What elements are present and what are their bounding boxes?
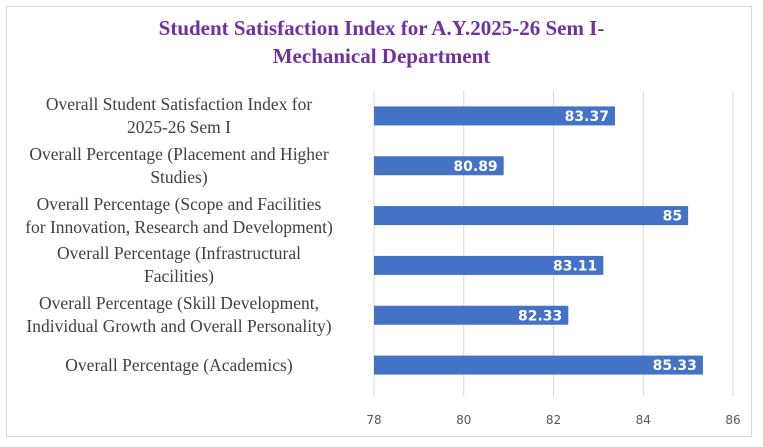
- category-label: Overall Percentage (Placement and Higher…: [0, 143, 359, 189]
- category-label-line: Overall Student Satisfaction Index for: [45, 93, 313, 114]
- data-label: 85.33: [653, 358, 697, 374]
- bar: [374, 355, 703, 375]
- data-label: 85: [663, 209, 682, 225]
- category-label-line: Overall Percentage (Placement and Higher: [29, 143, 329, 164]
- x-tick-label: 82: [546, 413, 561, 427]
- category-label-line: Individual Growth and Overall Personalit…: [26, 316, 332, 337]
- x-tick-label: 78: [366, 413, 381, 427]
- category-label-line: Overall Percentage (Infrastructural: [57, 243, 301, 264]
- data-label: 80.89: [453, 159, 497, 175]
- bar: [374, 106, 615, 126]
- x-tick-label: 86: [725, 413, 740, 427]
- data-label: 83.37: [565, 109, 609, 125]
- category-label-line: Studies): [150, 166, 208, 187]
- category-label-line: Overall Percentage (Academics): [65, 354, 293, 375]
- chart-title: Student Satisfaction Index for A.Y.2025-…: [0, 14, 763, 70]
- category-label-line: Overall Percentage (Scope and Facilities: [36, 193, 322, 214]
- chart-title-line-2: Mechanical Department: [272, 44, 491, 68]
- bar: [374, 305, 569, 325]
- data-label: 82.33: [518, 308, 562, 324]
- bar: [374, 156, 504, 176]
- chart-title-line-1: Student Satisfaction Index for A.Y.2025-…: [158, 16, 605, 40]
- category-label-line: Overall Percentage (Skill Development,: [39, 293, 319, 314]
- category-label: Overall Percentage (Skill Development, In…: [0, 292, 359, 338]
- category-label-line: Facilities): [144, 266, 214, 287]
- category-label: Overall Percentage (Academics): [0, 354, 359, 377]
- x-tick-label: 84: [636, 413, 651, 427]
- x-tick-label: 80: [456, 413, 471, 427]
- category-label-line: for Innovation, Research and Development…: [25, 216, 333, 237]
- category-label: Overall Student Satisfaction Index for 20…: [0, 93, 359, 139]
- bar: [374, 206, 689, 226]
- category-label: Overall Percentage (Infrastructural Facil…: [0, 242, 359, 288]
- bar: [374, 255, 604, 275]
- data-label: 83.11: [553, 258, 597, 274]
- category-label-line: 2025-26 Sem I: [126, 116, 232, 137]
- category-label: Overall Percentage (Scope and Facilities…: [0, 193, 359, 239]
